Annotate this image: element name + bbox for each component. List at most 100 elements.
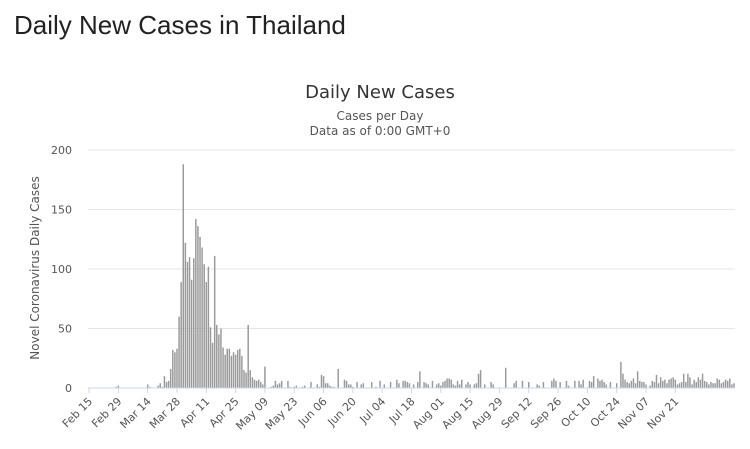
bar: [693, 379, 695, 388]
bar: [176, 348, 178, 388]
bar: [203, 264, 205, 388]
bar: [360, 384, 362, 388]
bar: [706, 382, 708, 388]
bar: [615, 383, 618, 388]
bar: [691, 384, 693, 388]
bar: [412, 384, 415, 388]
bar: [567, 385, 570, 388]
bar: [467, 382, 469, 388]
bar: [440, 385, 442, 388]
bar: [157, 385, 159, 388]
x-tick-label: Aug 15: [439, 395, 476, 432]
x-tick-label: Apr 11: [177, 395, 212, 430]
bar: [345, 380, 348, 388]
bar: [149, 386, 151, 388]
bar: [264, 366, 266, 388]
chart-title: Daily New Cases: [305, 82, 455, 103]
bar: [207, 266, 210, 388]
bar: [211, 342, 214, 388]
bar: [329, 385, 331, 388]
x-tick-label: Mar 14: [118, 395, 154, 431]
bar: [193, 258, 195, 388]
bar: [228, 348, 231, 388]
bar: [521, 380, 524, 388]
bar: [726, 380, 729, 388]
bar: [427, 384, 429, 388]
bar: [461, 379, 463, 388]
bar: [163, 376, 166, 388]
bar: [666, 383, 668, 388]
bar: [515, 380, 517, 388]
bar: [662, 380, 664, 388]
bar: [262, 384, 264, 388]
bar: [450, 379, 453, 388]
bar: [559, 382, 561, 388]
bar: [383, 384, 386, 388]
bar: [731, 384, 733, 388]
chart-subtitle-line-2: Data as of 0:00 GMT+0: [310, 124, 451, 138]
bar: [213, 255, 216, 388]
bar: [582, 379, 584, 388]
bar: [664, 379, 666, 388]
bar: [236, 349, 239, 388]
bar: [408, 383, 411, 388]
bar: [479, 370, 482, 388]
bar: [622, 373, 624, 388]
bar: [630, 380, 633, 388]
bar: [674, 379, 677, 388]
bar: [431, 380, 434, 388]
x-tick-label: Nov 07: [615, 395, 652, 432]
bar: [538, 385, 540, 388]
bar: [676, 384, 679, 388]
bar: [649, 385, 651, 388]
bar: [456, 380, 459, 388]
bar: [161, 386, 164, 388]
bar: [117, 385, 120, 388]
bar: [245, 372, 247, 388]
bar: [343, 379, 346, 388]
bar: [469, 384, 471, 388]
bar: [639, 380, 641, 388]
bar: [442, 382, 444, 388]
bar: [205, 282, 208, 388]
bar: [188, 257, 191, 388]
bar: [448, 378, 450, 388]
bar: [628, 383, 630, 388]
y-tick-label: 200: [51, 144, 72, 157]
bar: [169, 368, 172, 388]
x-tick-label: Oct 10: [558, 395, 593, 430]
bar: [295, 385, 298, 388]
bar: [592, 376, 595, 388]
bar: [473, 384, 476, 388]
x-tick-label: Feb 15: [60, 395, 95, 430]
bar: [180, 282, 182, 388]
bar: [504, 367, 507, 388]
bar: [729, 378, 731, 388]
bar: [645, 384, 647, 388]
bar: [643, 382, 645, 388]
bar: [316, 384, 319, 388]
bar: [172, 349, 174, 388]
bar: [672, 377, 674, 388]
page-title: Daily New Cases in Thailand: [14, 10, 346, 40]
bar: [689, 377, 691, 388]
bar: [352, 386, 354, 388]
bar: [565, 380, 568, 388]
bar: [333, 386, 335, 388]
bar: [655, 374, 658, 388]
bar: [224, 354, 226, 388]
x-tick-label: Jul 04: [357, 395, 389, 427]
y-tick-labels: 0 50 100 150 200: [51, 144, 72, 395]
bar: [454, 385, 457, 388]
bar: [289, 386, 291, 388]
bar: [446, 378, 448, 388]
bar: [218, 334, 220, 388]
x-tick-label: Mar 28: [147, 395, 183, 431]
bar: [458, 384, 461, 388]
bar: [186, 261, 189, 388]
bar: [239, 348, 241, 388]
bar: [199, 236, 201, 388]
bar: [241, 355, 243, 388]
bar: [220, 328, 222, 388]
